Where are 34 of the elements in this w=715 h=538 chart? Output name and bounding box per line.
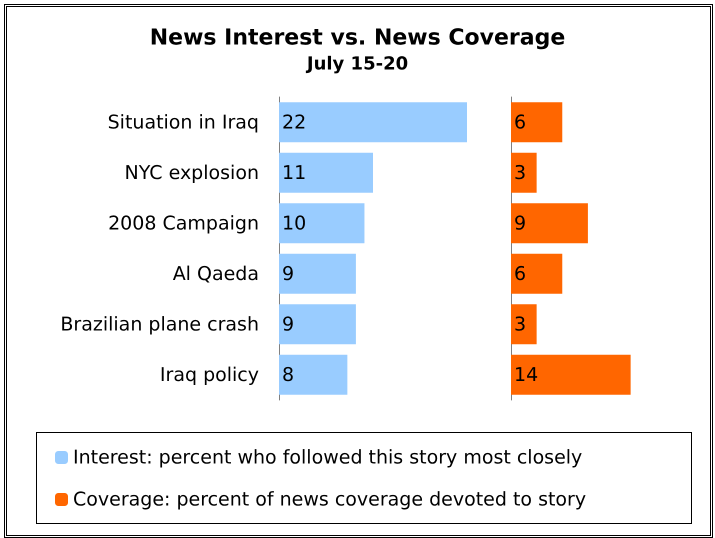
bar [279,152,373,193]
data-label: 22 [282,111,306,134]
bar [279,102,467,142]
bar [279,203,364,244]
y-tick-label: 2008 Campaign [108,212,259,234]
bar [279,304,356,344]
bar [511,354,631,395]
data-label: 3 [514,313,526,336]
bar [279,354,348,395]
data-label: 8 [282,364,294,386]
bar [511,152,537,193]
data-label: 9 [514,212,526,234]
legend-label: Coverage: percent of news coverage devoted to story [73,488,586,510]
bar [511,102,562,142]
y-tick-label: Al Qaeda [172,262,259,285]
y-tick-label: NYC explosion [124,162,259,184]
data-label: 9 [282,313,294,336]
legend-label: Interest: percent who followed this story most closely [73,446,582,468]
bar [511,254,562,294]
data-label: 11 [282,162,306,184]
bar [511,304,537,344]
data-label: 9 [282,262,294,285]
data-label: 6 [514,111,526,134]
data-label: 10 [282,212,306,234]
bar [279,254,356,294]
bar [511,203,588,244]
data-label: 6 [514,262,526,285]
y-tick-label: Brazilian plane crash [60,313,259,336]
chart-subtitle: July 15-20 [304,54,408,74]
y-tick-label: Iraq policy [160,364,259,386]
chart-title: News Interest vs. News Coverage [150,26,566,50]
data-label: 3 [514,162,526,184]
y-tick-label: Situation in Iraq [108,111,259,134]
data-label: 14 [514,364,538,386]
